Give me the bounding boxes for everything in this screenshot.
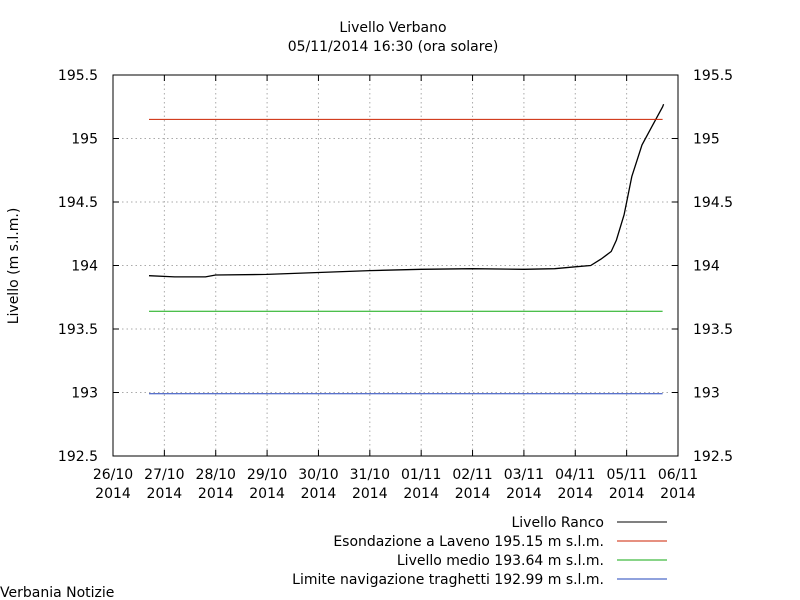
- grid-lines: [113, 75, 678, 456]
- x-tick-label-date: 30/10: [298, 467, 338, 483]
- y-tick-label-left: 193: [71, 386, 98, 402]
- y-tick-label-right: 194: [693, 259, 720, 275]
- x-tick-label-year: 2014: [95, 486, 131, 502]
- x-tick-label-date: 03/11: [504, 467, 544, 483]
- series-lines: [148, 103, 665, 395]
- y-tick-label-left: 194.5: [58, 195, 98, 211]
- x-tick-label-year: 2014: [506, 486, 542, 502]
- y-axis-label: Livello (m s.l.m.): [6, 208, 22, 325]
- legend-label-2: Livello medio 193.64 m s.l.m.: [397, 553, 604, 569]
- x-tick-label-date: 29/10: [247, 467, 287, 483]
- x-tick-label-year: 2014: [249, 486, 285, 502]
- y-tick-label-right: 193: [693, 386, 720, 402]
- y-tick-label-left: 194: [71, 259, 98, 275]
- y-tick-label-right: 192.5: [693, 449, 733, 465]
- x-tick-label-date: 27/10: [144, 467, 184, 483]
- series-line-0: [148, 103, 665, 278]
- x-tick-label-date: 05/11: [606, 467, 646, 483]
- x-tick-label-date: 26/10: [93, 467, 133, 483]
- legend-label-1: Esondazione a Laveno 195.15 m s.l.m.: [333, 534, 604, 550]
- y-tick-label-left: 195.5: [58, 68, 98, 84]
- x-tick-label-year: 2014: [403, 486, 439, 502]
- x-tick-label-year: 2014: [301, 486, 337, 502]
- legend-label-3: Limite navigazione traghetti 192.99 m s.…: [292, 572, 604, 588]
- y-tick-label-left: 192.5: [58, 449, 98, 465]
- chart-subtitle: 05/11/2014 16:30 (ora solare): [288, 39, 499, 55]
- x-tick-label-date: 04/11: [555, 467, 595, 483]
- x-tick-label-year: 2014: [455, 486, 491, 502]
- watermark-text: Verbania Notizie: [0, 585, 114, 600]
- axis-ticks: 192.5 192.5 193 193 193.5 193.5 194 194 194.5 194…: [58, 68, 733, 502]
- x-tick-label-year: 2014: [609, 486, 645, 502]
- chart-title: Livello Verbano: [339, 20, 446, 36]
- plot-frame: [112, 74, 679, 457]
- x-tick-label-date: 06/11: [658, 467, 698, 483]
- y-tick-label-left: 193.5: [58, 322, 98, 338]
- x-tick-label-date: 01/11: [401, 467, 441, 483]
- y-tick-label-right: 195: [693, 132, 720, 148]
- x-tick-label-date: 02/11: [452, 467, 492, 483]
- x-tick-label-year: 2014: [557, 486, 593, 502]
- y-tick-label-right: 194.5: [693, 195, 733, 211]
- y-tick-label-left: 195: [71, 132, 98, 148]
- x-tick-label-year: 2014: [147, 486, 183, 502]
- legend-label-0: Livello Ranco: [511, 515, 604, 531]
- x-tick-label-year: 2014: [198, 486, 234, 502]
- legend: Livello Ranco Esondazione a Laveno 195.15…: [292, 515, 667, 588]
- y-tick-label-right: 193.5: [693, 322, 733, 338]
- x-tick-label-year: 2014: [352, 486, 388, 502]
- x-tick-label-year: 2014: [660, 486, 696, 502]
- y-tick-label-right: 195.5: [693, 68, 733, 84]
- x-tick-label-date: 31/10: [350, 467, 390, 483]
- x-tick-label-date: 28/10: [196, 467, 236, 483]
